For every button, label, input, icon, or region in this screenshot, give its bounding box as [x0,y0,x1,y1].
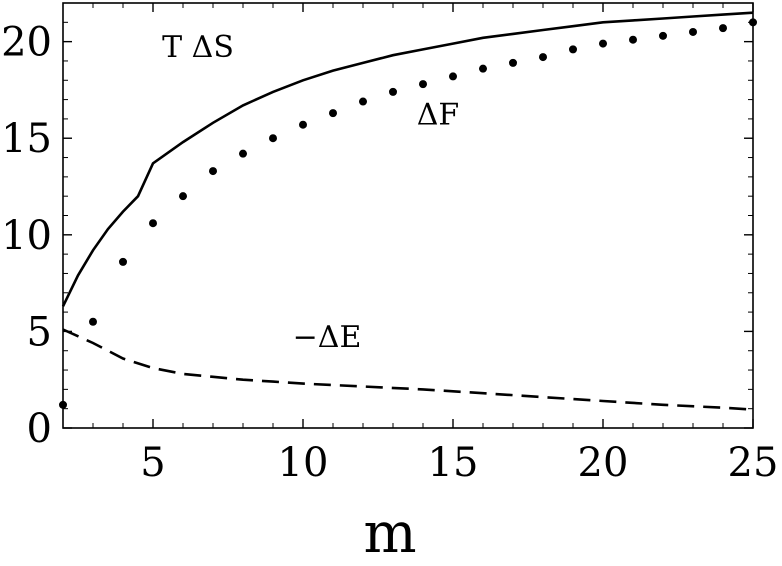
x-tick-label: 10 [278,440,329,486]
series-dot-point [539,53,547,62]
y-tick-label: 5 [27,309,52,355]
series-dot-point [689,27,697,36]
plot-frame [62,2,754,429]
series-dot-point [659,31,667,40]
series-dot-point [719,24,727,33]
series-dot-point [119,257,127,266]
y-tick-label: 15 [1,116,52,162]
series-dashed-line [62,328,754,411]
series-dot-point [179,192,187,201]
annotation-label: T ΔS [162,30,234,65]
series-dot-point [359,97,367,106]
series-dot-point [509,58,517,67]
annotations: T ΔS ΔF −ΔE [162,30,459,355]
x-axis-title: m [363,501,416,566]
series-dot-point [329,109,337,118]
series-dot-point [269,134,277,143]
series-solid-line [61,11,754,307]
annotation-label: −ΔE [293,320,362,355]
series-dot-point [419,80,427,89]
series-dot-point [479,64,487,73]
series-dot-point [89,317,97,326]
y-tick-label: 0 [27,406,52,452]
tick-labels: 5 10 15 20 25 0 5 10 15 20 [1,20,778,486]
series-dot-point [389,87,397,96]
y-tick-label: 20 [1,20,52,66]
annotation-label: ΔF [417,98,459,133]
tick-marks [62,2,754,429]
series-dot-point [299,120,307,129]
x-tick-label: 25 [728,440,779,486]
x-tick-label: 20 [578,440,629,486]
series-dot-point [629,35,637,44]
y-tick-label: 10 [1,213,52,259]
series-dot-point [569,45,577,54]
x-tick-label: 15 [428,440,479,486]
series-dot-point [449,72,457,81]
plot-area [59,2,757,429]
x-tick-label: 5 [140,440,165,486]
series-dot-point [239,149,247,158]
series-dot-point [599,39,607,48]
series-dot-point [59,400,67,409]
series-dot-point [149,219,157,228]
series-dot-point [209,167,217,176]
